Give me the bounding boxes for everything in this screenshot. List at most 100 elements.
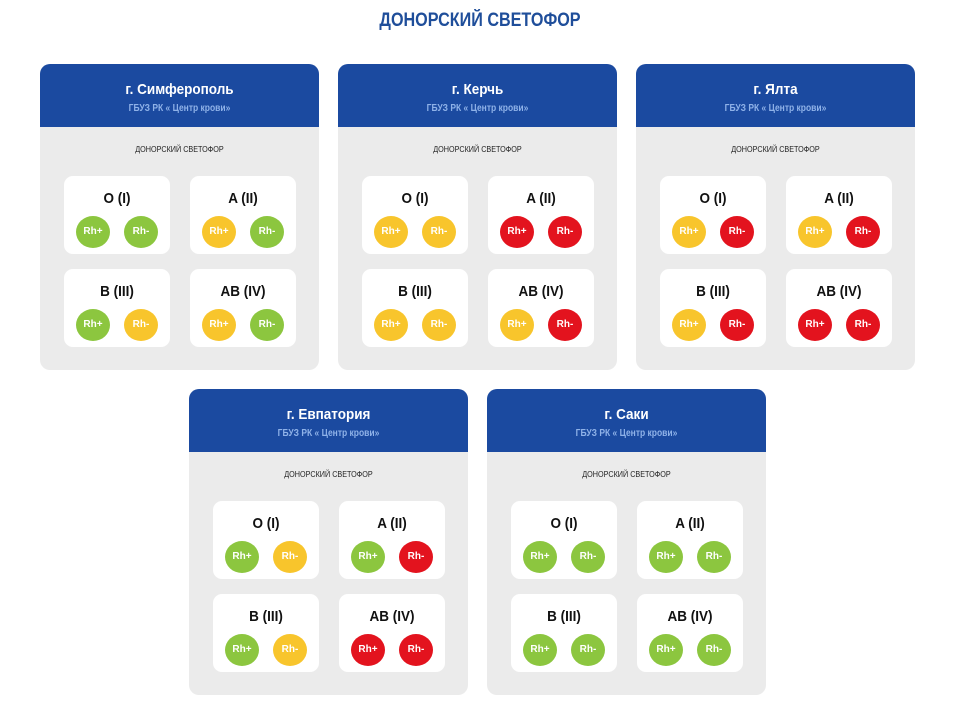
blood-group: AB (IV) Rh+ Rh- — [339, 594, 445, 672]
rh-status-indicator: Rh- — [422, 216, 456, 248]
blood-group-name: A (II) — [526, 190, 556, 207]
city-name: г. Евпатория — [286, 406, 371, 423]
blood-group-name: O (I) — [252, 515, 280, 532]
rh-status-indicator: Rh+ — [649, 541, 683, 573]
page-title: ДОНОРСКИЙ СВЕТОФОР — [379, 10, 581, 31]
blood-group: AB (IV) Rh+ Rh- — [637, 594, 743, 672]
city-card: г. Керчь ГБУЗ РК « Центр крови» ДОНОРСКИ… — [338, 64, 617, 370]
blood-group-name: O (I) — [401, 190, 429, 207]
rh-status-indicator: Rh- — [124, 216, 158, 248]
blood-group-name: AB (IV) — [518, 283, 564, 300]
blood-group-grid: O (I) Rh+ Rh- A (II) Rh+ Rh- B (III) Rh+ Rh- A… — [362, 176, 594, 347]
city-card: г. Симферополь ГБУЗ РК « Центр крови» ДО… — [40, 64, 319, 370]
rh-status-indicator: Rh- — [548, 309, 582, 341]
card-label: ДОНОРСКИЙ СВЕТОФОР — [731, 144, 820, 154]
card-header: г. Евпатория ГБУЗ РК « Центр крови» — [189, 389, 468, 452]
blood-group: A (II) Rh+ Rh- — [190, 176, 296, 254]
blood-group-name: A (II) — [377, 515, 407, 532]
rh-status-indicator: Rh+ — [500, 216, 534, 248]
blood-group-name: O (I) — [550, 515, 578, 532]
rh-status-indicator: Rh+ — [76, 216, 110, 248]
blood-group-name: A (II) — [675, 515, 705, 532]
blood-group-name: AB (IV) — [369, 608, 415, 625]
blood-group-name: A (II) — [824, 190, 854, 207]
blood-group-name: B (III) — [398, 283, 432, 300]
organization-name: ГБУЗ РК « Центр крови» — [277, 428, 380, 439]
rh-status-indicator: Rh+ — [225, 541, 259, 573]
card-label: ДОНОРСКИЙ СВЕТОФОР — [135, 144, 224, 154]
rh-status-indicator: Rh+ — [798, 216, 832, 248]
blood-group: A (II) Rh+ Rh- — [637, 501, 743, 579]
rh-status-indicator: Rh+ — [225, 634, 259, 666]
blood-group: O (I) Rh+ Rh- — [511, 501, 617, 579]
rh-status-indicator: Rh+ — [202, 309, 236, 341]
card-label: ДОНОРСКИЙ СВЕТОФОР — [284, 469, 373, 479]
blood-group-name: AB (IV) — [220, 283, 266, 300]
blood-group: AB (IV) Rh+ Rh- — [488, 269, 594, 347]
blood-group: B (III) Rh+ Rh- — [64, 269, 170, 347]
city-card: г. Саки ГБУЗ РК « Центр крови» ДОНОРСКИЙ… — [487, 389, 766, 695]
rh-status-indicator: Rh+ — [351, 634, 385, 666]
blood-group: B (III) Rh+ Rh- — [362, 269, 468, 347]
blood-group-grid: O (I) Rh+ Rh- A (II) Rh+ Rh- B (III) Rh+ Rh- A… — [660, 176, 892, 347]
rh-status-indicator: Rh+ — [649, 634, 683, 666]
city-card: г. Евпатория ГБУЗ РК « Центр крови» ДОНО… — [189, 389, 468, 695]
rh-status-indicator: Rh- — [250, 216, 284, 248]
rh-status-indicator: Rh- — [846, 309, 880, 341]
city-card: г. Ялта ГБУЗ РК « Центр крови» ДОНОРСКИЙ… — [636, 64, 915, 370]
blood-group: AB (IV) Rh+ Rh- — [786, 269, 892, 347]
rh-status-indicator: Rh+ — [672, 309, 706, 341]
rh-status-indicator: Rh- — [399, 634, 433, 666]
rh-status-indicator: Rh- — [697, 634, 731, 666]
organization-name: ГБУЗ РК « Центр крови» — [128, 103, 231, 114]
blood-group-name: A (II) — [228, 190, 258, 207]
rh-status-indicator: Rh+ — [500, 309, 534, 341]
city-name: г. Саки — [604, 406, 649, 423]
rh-status-indicator: Rh+ — [523, 541, 557, 573]
blood-group-name: O (I) — [103, 190, 131, 207]
city-name: г. Симферополь — [125, 81, 234, 98]
blood-group: AB (IV) Rh+ Rh- — [190, 269, 296, 347]
rh-status-indicator: Rh- — [846, 216, 880, 248]
blood-group: B (III) Rh+ Rh- — [213, 594, 319, 672]
rh-status-indicator: Rh+ — [523, 634, 557, 666]
blood-group: B (III) Rh+ Rh- — [511, 594, 617, 672]
rh-status-indicator: Rh+ — [76, 309, 110, 341]
card-header: г. Керчь ГБУЗ РК « Центр крови» — [338, 64, 617, 127]
rh-status-indicator: Rh- — [571, 541, 605, 573]
rh-status-indicator: Rh- — [720, 309, 754, 341]
blood-group-grid: O (I) Rh+ Rh- A (II) Rh+ Rh- B (III) Rh+ Rh- A… — [213, 501, 445, 672]
blood-group: A (II) Rh+ Rh- — [786, 176, 892, 254]
rh-status-indicator: Rh- — [124, 309, 158, 341]
blood-group: O (I) Rh+ Rh- — [64, 176, 170, 254]
organization-name: ГБУЗ РК « Центр крови» — [724, 103, 827, 114]
blood-group-name: B (III) — [547, 608, 581, 625]
card-header: г. Симферополь ГБУЗ РК « Центр крови» — [40, 64, 319, 127]
rh-status-indicator: Rh- — [697, 541, 731, 573]
rh-status-indicator: Rh- — [399, 541, 433, 573]
rh-status-indicator: Rh+ — [202, 216, 236, 248]
card-label: ДОНОРСКИЙ СВЕТОФОР — [433, 144, 522, 154]
card-header: г. Саки ГБУЗ РК « Центр крови» — [487, 389, 766, 452]
blood-group-name: AB (IV) — [816, 283, 862, 300]
city-name: г. Керчь — [451, 81, 504, 98]
blood-group-grid: O (I) Rh+ Rh- A (II) Rh+ Rh- B (III) Rh+ Rh- A… — [64, 176, 296, 347]
rh-status-indicator: Rh+ — [374, 309, 408, 341]
rh-status-indicator: Rh- — [250, 309, 284, 341]
blood-group-grid: O (I) Rh+ Rh- A (II) Rh+ Rh- B (III) Rh+ Rh- A… — [511, 501, 743, 672]
rh-status-indicator: Rh- — [422, 309, 456, 341]
organization-name: ГБУЗ РК « Центр крови» — [426, 103, 529, 114]
blood-group: A (II) Rh+ Rh- — [339, 501, 445, 579]
rh-status-indicator: Rh+ — [798, 309, 832, 341]
card-label: ДОНОРСКИЙ СВЕТОФОР — [582, 469, 671, 479]
rh-status-indicator: Rh+ — [374, 216, 408, 248]
blood-group-name: B (III) — [249, 608, 283, 625]
blood-group: O (I) Rh+ Rh- — [213, 501, 319, 579]
blood-group: O (I) Rh+ Rh- — [660, 176, 766, 254]
blood-group: A (II) Rh+ Rh- — [488, 176, 594, 254]
rh-status-indicator: Rh+ — [672, 216, 706, 248]
card-header: г. Ялта ГБУЗ РК « Центр крови» — [636, 64, 915, 127]
rh-status-indicator: Rh- — [273, 541, 307, 573]
blood-group-name: B (III) — [100, 283, 134, 300]
blood-group-name: AB (IV) — [667, 608, 713, 625]
